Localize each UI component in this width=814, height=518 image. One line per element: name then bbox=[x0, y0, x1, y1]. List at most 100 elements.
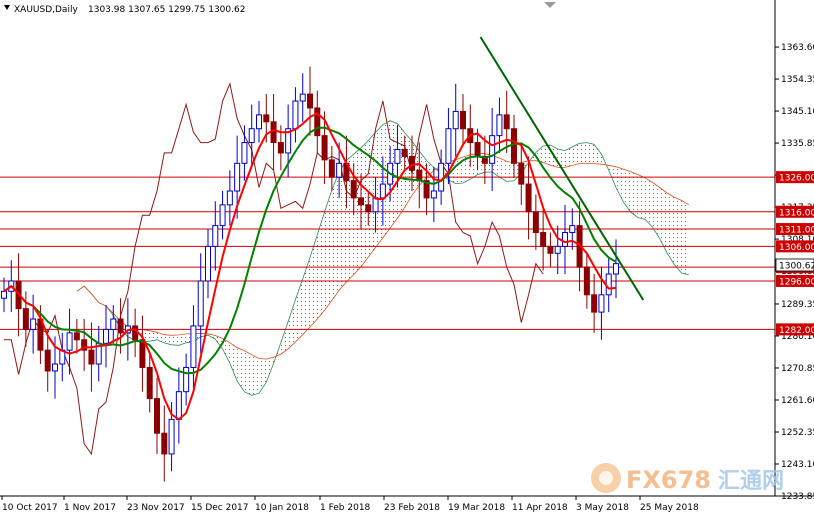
candle-body bbox=[496, 114, 503, 137]
cloud-segment bbox=[375, 124, 383, 248]
candle bbox=[219, 191, 226, 240]
x-tick-label: 11 Apr 2018 bbox=[512, 503, 568, 513]
cloud-segment bbox=[594, 144, 602, 165]
candle bbox=[154, 377, 160, 454]
candle-body bbox=[234, 162, 241, 192]
ichimoku-cloud bbox=[76, 120, 690, 396]
candle bbox=[613, 239, 619, 299]
watermark-brand: FX678 bbox=[626, 466, 711, 494]
candle bbox=[161, 405, 168, 482]
x-tick-label: 1 Feb 2018 bbox=[320, 503, 371, 513]
horizontal-levels bbox=[0, 176, 775, 330]
candle bbox=[489, 107, 496, 192]
cloud-segment bbox=[324, 190, 332, 311]
candle-body bbox=[394, 148, 401, 164]
candle-body bbox=[445, 128, 452, 164]
collapse-triangle-icon[interactable] bbox=[4, 5, 10, 10]
candle-body bbox=[583, 266, 590, 296]
cloud-segment bbox=[339, 160, 347, 291]
candle bbox=[241, 125, 248, 181]
cloud-segment bbox=[222, 338, 230, 364]
cloud-segment bbox=[659, 187, 667, 253]
level-tag-label: 1316.00 bbox=[779, 208, 814, 218]
cloud-segment bbox=[499, 158, 507, 182]
level-tag-label: 1311.00 bbox=[779, 226, 814, 236]
candle-body bbox=[307, 93, 313, 109]
candle-body bbox=[591, 294, 598, 313]
time-axis: 10 Oct 2017 1 Nov 2017 23 Nov 2017 15 Dec 2… bbox=[1, 496, 699, 513]
cloud-segment bbox=[608, 165, 616, 188]
level-tag-label: 1282.00 bbox=[779, 326, 814, 336]
cloud-segment bbox=[353, 147, 361, 275]
candle bbox=[73, 319, 80, 354]
cloud-segment bbox=[288, 299, 296, 349]
ohlc-values: 1303.98 1307.65 1299.75 1300.62 bbox=[88, 5, 245, 15]
candle-body bbox=[263, 114, 270, 123]
candle bbox=[183, 353, 190, 406]
y-tick-label: 1345.10 bbox=[781, 107, 814, 117]
cloud-segment bbox=[645, 177, 653, 227]
cloud-segment bbox=[412, 141, 420, 196]
cloud-segment bbox=[244, 350, 252, 396]
tenkan-line bbox=[3, 112, 617, 421]
senkou-b-path bbox=[76, 152, 690, 360]
trend-line[interactable] bbox=[479, 36, 645, 301]
candle-body bbox=[547, 245, 554, 254]
candle-body bbox=[168, 418, 175, 455]
cloud-segment bbox=[506, 161, 514, 182]
cloud-segment bbox=[251, 354, 259, 396]
candle bbox=[314, 90, 321, 153]
candle-body bbox=[161, 432, 168, 455]
cloud-segment bbox=[149, 330, 157, 342]
candle bbox=[583, 253, 590, 309]
candle-body bbox=[299, 93, 306, 102]
level-tag bbox=[776, 171, 814, 184]
candle bbox=[30, 294, 37, 354]
level-tag-label: 1296.00 bbox=[779, 277, 814, 287]
y-tick-label: 1354.35 bbox=[781, 75, 814, 85]
cloud-segment bbox=[229, 342, 238, 381]
candle-body bbox=[1, 290, 7, 299]
candle-body bbox=[110, 318, 117, 330]
level-tag bbox=[776, 223, 814, 236]
y-tick-label: 1308.10 bbox=[781, 235, 814, 245]
candle-body bbox=[103, 328, 109, 344]
candle-body bbox=[474, 142, 481, 157]
candle bbox=[1, 277, 7, 313]
chart-shift-marker-icon[interactable] bbox=[544, 2, 556, 8]
candle bbox=[365, 191, 372, 226]
candle-body bbox=[409, 155, 415, 171]
candle-body bbox=[481, 155, 488, 164]
candle-body bbox=[562, 232, 568, 247]
candle-body bbox=[569, 225, 576, 234]
cloud-segment bbox=[586, 142, 595, 164]
candle-body bbox=[277, 142, 284, 154]
candle bbox=[81, 319, 88, 371]
x-tick-label: 23 Nov 2017 bbox=[127, 503, 185, 513]
cloud-segment bbox=[557, 149, 565, 168]
candle bbox=[110, 305, 117, 344]
candle-body bbox=[219, 204, 226, 227]
cloud-segment bbox=[674, 197, 682, 274]
x-tick-label: 1 Nov 2017 bbox=[64, 503, 116, 513]
level-tag bbox=[776, 274, 814, 287]
price-tags: 1326.001316.001311.001306.001300.001296.… bbox=[775, 171, 814, 336]
candle bbox=[532, 194, 539, 250]
symbol-label: XAUUSD,Daily bbox=[14, 5, 78, 15]
y-tick-label: 1270.85 bbox=[781, 364, 814, 374]
candle bbox=[452, 83, 459, 157]
candle bbox=[299, 73, 306, 122]
candle-body bbox=[460, 110, 466, 130]
x-tick-label: 10 Oct 2017 bbox=[2, 503, 58, 513]
candle bbox=[190, 305, 197, 389]
level-tag bbox=[776, 240, 814, 253]
current-price-label: 1300.62 bbox=[779, 261, 814, 271]
candle-body bbox=[44, 349, 51, 372]
candle bbox=[307, 66, 313, 136]
cloud-segment bbox=[543, 144, 551, 166]
cloud-segment bbox=[331, 171, 340, 301]
candle-body bbox=[314, 107, 321, 137]
candle bbox=[22, 291, 29, 347]
cloud-segment bbox=[171, 334, 179, 346]
